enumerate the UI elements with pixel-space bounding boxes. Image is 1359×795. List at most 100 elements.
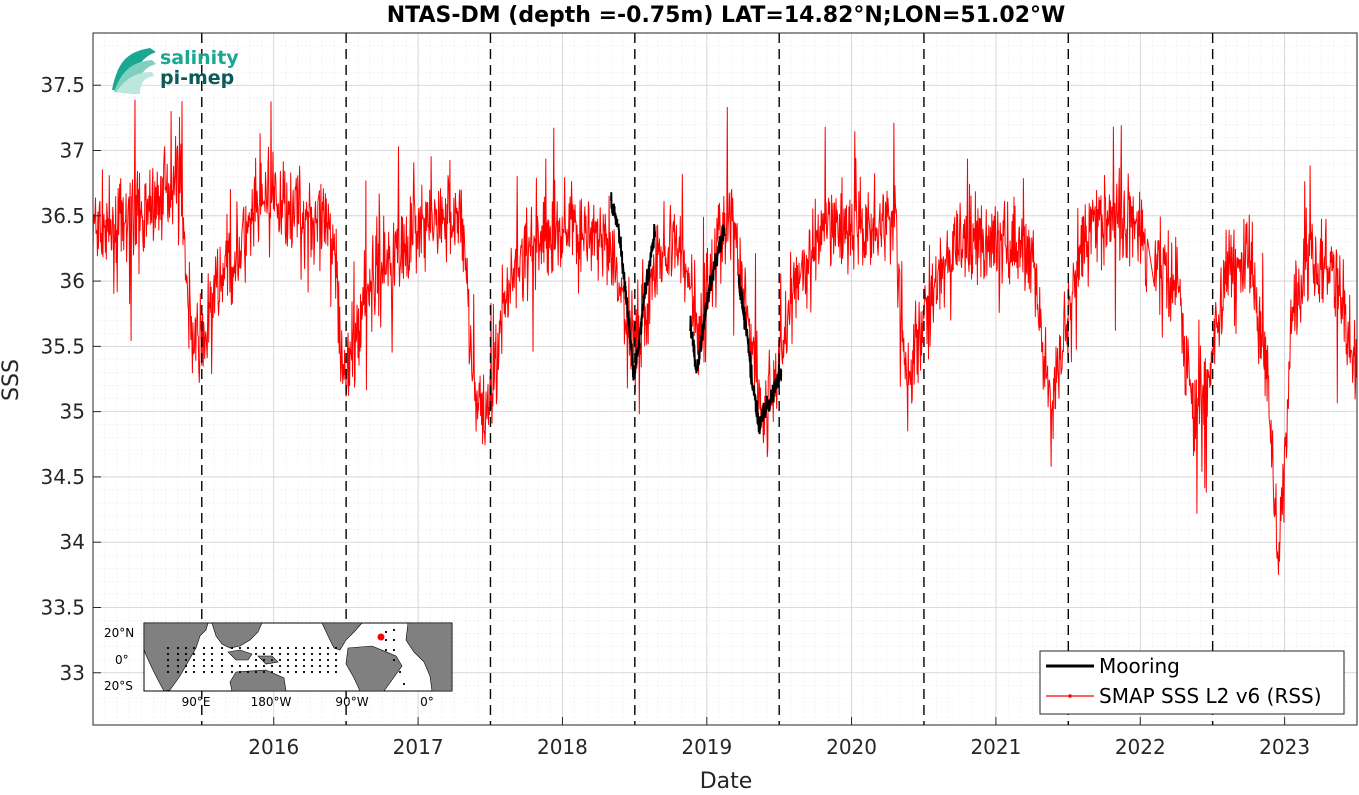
inset-buoy-dot bbox=[384, 638, 388, 642]
inset-buoy-dot bbox=[310, 670, 314, 674]
inset-buoy-dot bbox=[318, 664, 322, 668]
inset-buoy-dot bbox=[166, 664, 170, 668]
x-tick-label: 2020 bbox=[826, 735, 877, 759]
inset-buoy-dot bbox=[230, 646, 234, 650]
inset-buoy-dot bbox=[254, 652, 258, 656]
inset-buoy-dot bbox=[246, 670, 250, 674]
inset-buoy-dot bbox=[254, 670, 258, 674]
inset-buoy-dot bbox=[286, 652, 290, 656]
x-tick-label: 2022 bbox=[1115, 735, 1166, 759]
chart-title: NTAS-DM (depth =-0.75m) LAT=14.82°N;LON=… bbox=[387, 3, 1066, 28]
inset-buoy-dot bbox=[334, 670, 338, 674]
inset-buoy-dot bbox=[262, 658, 266, 662]
inset-buoy-dot bbox=[310, 646, 314, 650]
inset-buoy-dot bbox=[392, 628, 396, 632]
inset-buoy-dot bbox=[326, 652, 330, 656]
inset-buoy-dot bbox=[286, 646, 290, 650]
inset-buoy-dot bbox=[334, 658, 338, 662]
inset-buoy-dot bbox=[202, 652, 206, 656]
inset-buoy-dot bbox=[318, 646, 322, 650]
inset-buoy-dot bbox=[210, 652, 214, 656]
inset-buoy-dot bbox=[184, 646, 188, 650]
inset-buoy-dot bbox=[184, 652, 188, 656]
inset-buoy-dot bbox=[294, 670, 298, 674]
inset-buoy-dot bbox=[286, 664, 290, 668]
inset-buoy-dot bbox=[176, 664, 180, 668]
inset-buoy-dot bbox=[310, 658, 314, 662]
x-tick-label: 2019 bbox=[681, 735, 732, 759]
logo-wave-icon bbox=[116, 72, 154, 94]
y-axis: 33 33.5 34 34.5 35 35.5 36 36.5 37 37.5 bbox=[40, 73, 101, 685]
inset-buoy-dot bbox=[254, 658, 258, 662]
x-tick-label: 2018 bbox=[537, 735, 588, 759]
inset-buoy-dot bbox=[166, 652, 170, 656]
inset-buoy-dot bbox=[166, 658, 170, 662]
inset-buoy-dot bbox=[246, 664, 250, 668]
inset-buoy-dot bbox=[192, 658, 196, 662]
salinity-pi-mep-logo: salinity pi-mep bbox=[112, 47, 239, 94]
x-tick-label: 2017 bbox=[393, 735, 444, 759]
inset-location-marker bbox=[377, 633, 385, 641]
inset-buoy-dot bbox=[398, 670, 402, 674]
inset-buoy-dot bbox=[270, 670, 274, 674]
y-tick-label: 36.5 bbox=[40, 204, 85, 228]
inset-buoy-dot bbox=[326, 670, 330, 674]
inset-buoy-dot bbox=[326, 646, 330, 650]
inset-buoy-dot bbox=[254, 646, 258, 650]
inset-buoy-dot bbox=[220, 646, 224, 650]
inset-buoy-dot bbox=[310, 664, 314, 668]
inset-buoy-dot bbox=[210, 658, 214, 662]
inset-buoy-dot bbox=[192, 646, 196, 650]
land-south-america bbox=[345, 645, 403, 692]
inset-buoy-dot bbox=[238, 646, 242, 650]
logo-text-pi-mep: pi-mep bbox=[160, 67, 234, 89]
inset-buoy-dot bbox=[230, 670, 234, 674]
y-tick-label: 36 bbox=[60, 269, 85, 293]
inset-buoy-dot bbox=[262, 670, 266, 674]
legend: Mooring SMAP SSS L2 v6 (RSS) bbox=[1039, 650, 1345, 715]
inset-buoy-dot bbox=[192, 670, 196, 674]
inset-buoy-dot bbox=[270, 652, 274, 656]
inset-buoy-dot bbox=[278, 646, 282, 650]
inset-buoy-dot bbox=[270, 646, 274, 650]
y-tick-label: 33.5 bbox=[40, 595, 85, 619]
inset-buoy-dot bbox=[202, 658, 206, 662]
inset-buoy-dot bbox=[220, 670, 224, 674]
inset-buoy-dot bbox=[202, 670, 206, 674]
inset-buoy-dot bbox=[176, 670, 180, 674]
inset-buoy-dot bbox=[254, 664, 258, 668]
land-indonesia bbox=[227, 649, 253, 661]
inset-lat-label-20s: 20°S bbox=[104, 679, 133, 693]
x-tick-label: 2016 bbox=[248, 735, 299, 759]
inset-buoy-dot bbox=[294, 658, 298, 662]
inset-buoy-dot bbox=[286, 670, 290, 674]
inset-buoy-dot bbox=[176, 658, 180, 662]
plot-frame bbox=[92, 32, 1358, 726]
inset-buoy-dot bbox=[176, 652, 180, 656]
inset-buoy-dot bbox=[302, 646, 306, 650]
inset-lon-label-180w: 180°W bbox=[251, 695, 292, 709]
inset-buoy-dot bbox=[302, 664, 306, 668]
inset-buoy-dot bbox=[334, 646, 338, 650]
inset-buoy-dot bbox=[294, 652, 298, 656]
inset-buoy-dot bbox=[184, 664, 188, 668]
inset-buoy-dot bbox=[176, 646, 180, 650]
inset-buoy-dot bbox=[334, 664, 338, 668]
inset-buoy-dot bbox=[192, 652, 196, 656]
inset-buoy-dot bbox=[210, 646, 214, 650]
plot-area bbox=[92, 32, 1358, 726]
inset-buoy-dot bbox=[318, 670, 322, 674]
inset-buoy-dot bbox=[270, 664, 274, 668]
inset-buoy-dot bbox=[384, 648, 388, 652]
mooring-line-segment bbox=[689, 224, 726, 374]
inset-buoy-dot bbox=[384, 630, 388, 634]
inset-buoy-dot bbox=[286, 658, 290, 662]
y-tick-label: 37 bbox=[60, 139, 85, 163]
inset-buoy-dot bbox=[270, 658, 274, 662]
mooring-line-segment bbox=[610, 192, 656, 381]
inset-buoy-dot bbox=[238, 670, 242, 674]
y-tick-label: 37.5 bbox=[40, 73, 85, 97]
inset-buoy-dot bbox=[210, 670, 214, 674]
inset-buoy-dot bbox=[310, 652, 314, 656]
